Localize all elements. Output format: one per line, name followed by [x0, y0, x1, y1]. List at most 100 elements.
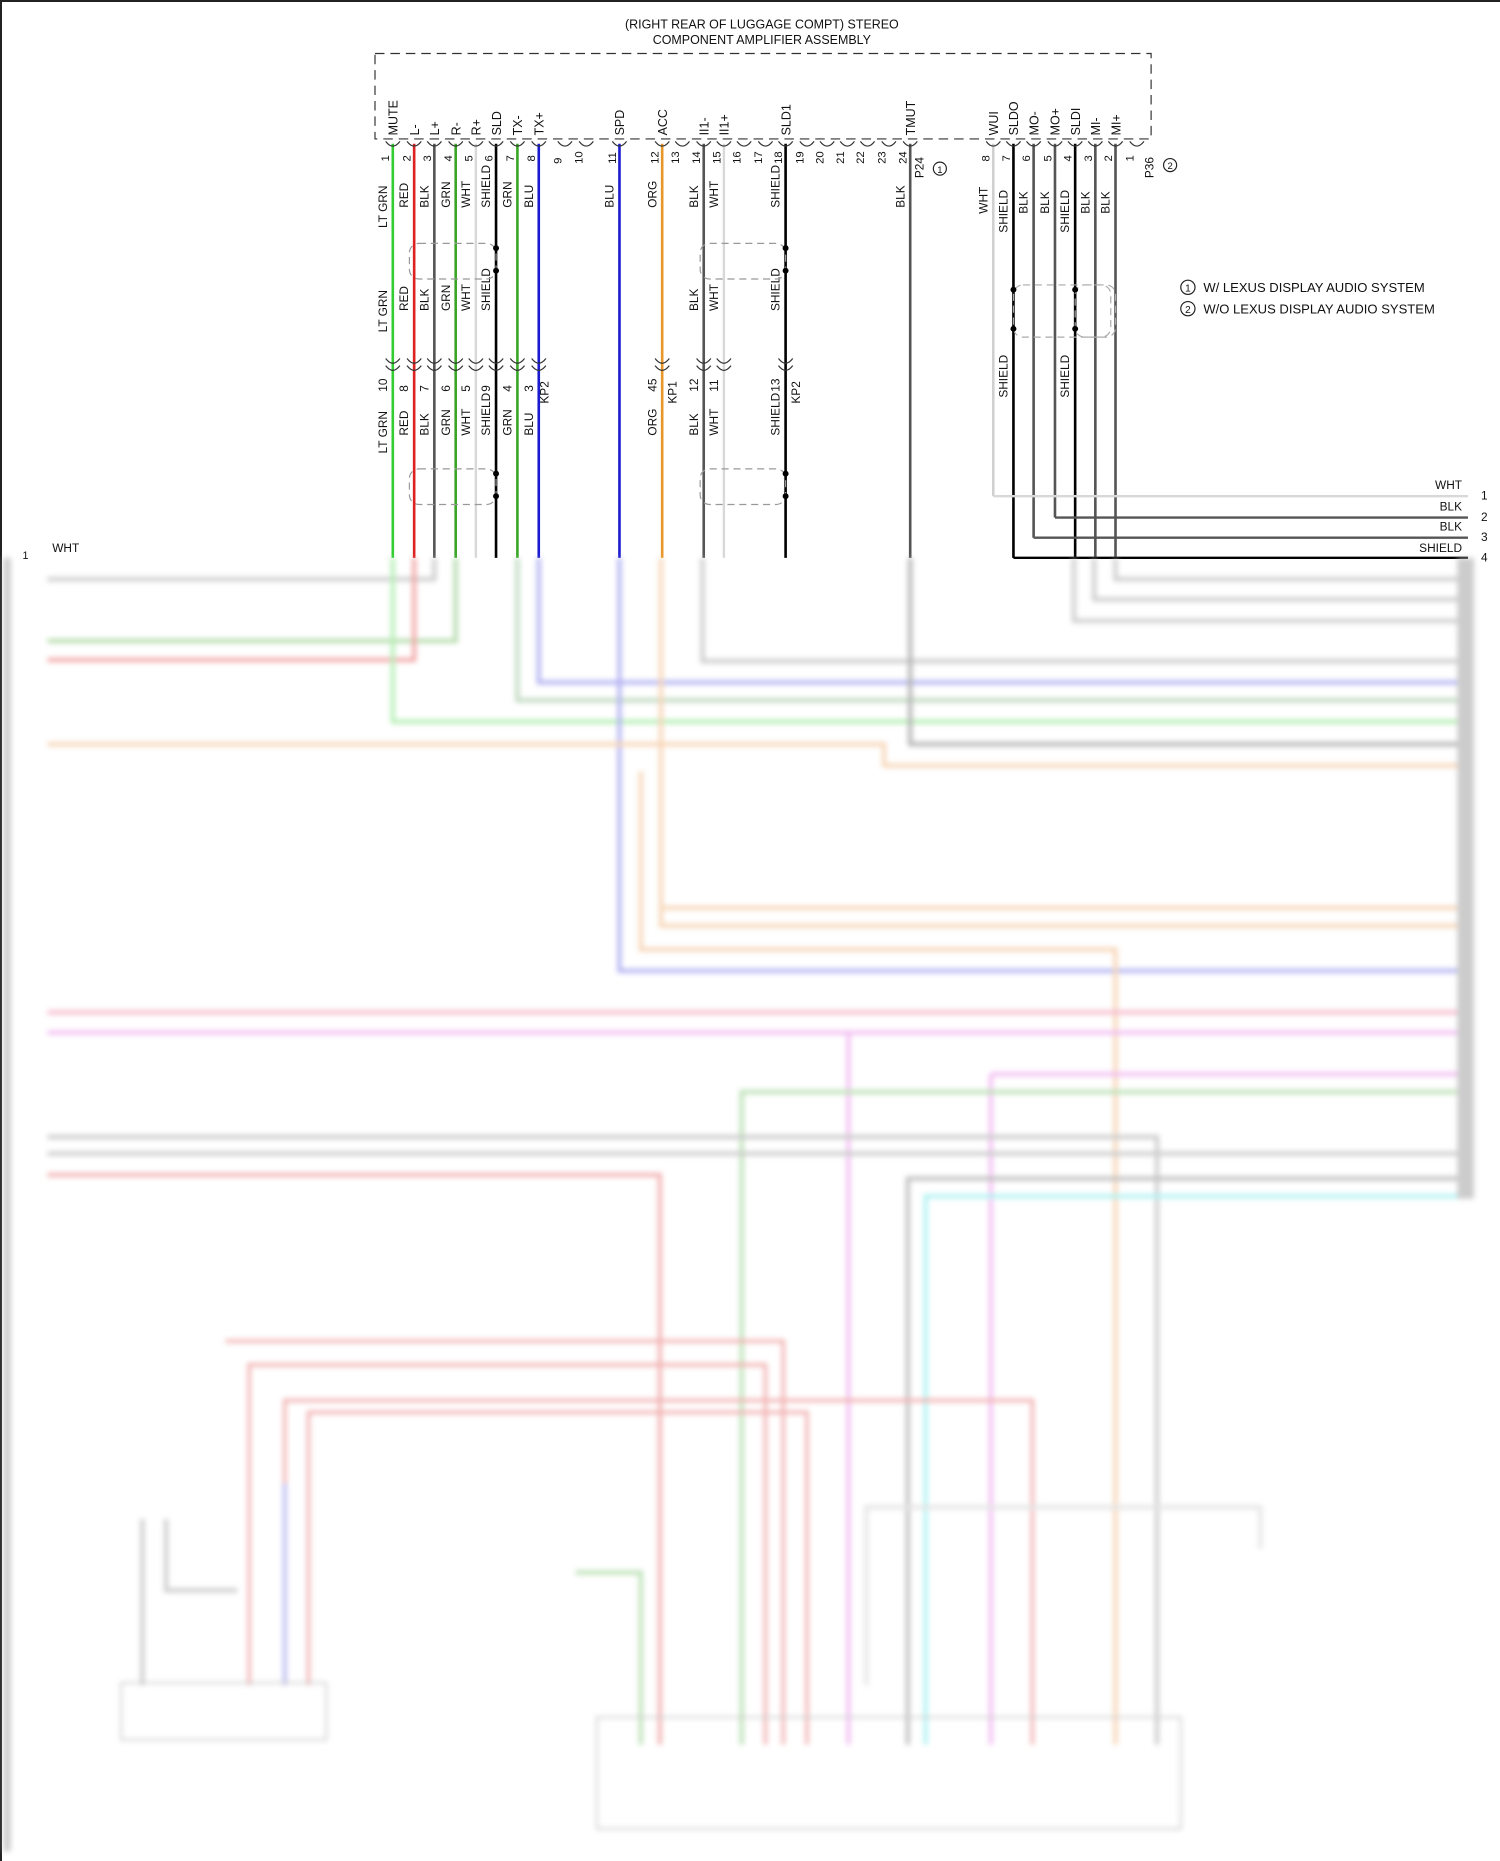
shield-junction-dot — [782, 245, 789, 252]
wire-color-label: LT GRN — [376, 186, 390, 228]
shield-junction-dot — [782, 267, 789, 274]
splice-terminal-icon — [385, 358, 401, 364]
wire-color-label: RED — [397, 183, 411, 208]
splice-terminal-icon — [385, 365, 401, 371]
splice-terminal-icon — [509, 365, 525, 371]
connector-terminal-icon — [799, 140, 815, 147]
pin-signal-label: SLDO — [1007, 101, 1021, 135]
pin-number: 19 — [794, 151, 806, 164]
wire-color-label: RED — [397, 411, 411, 436]
connector-terminal-icon — [1047, 140, 1063, 147]
shield-junction-dot — [782, 493, 789, 500]
wire-color-label: GRN — [439, 181, 453, 207]
connector-terminal-icon — [468, 140, 484, 147]
wire-color-label: SHIELD — [479, 393, 493, 436]
splice-connector-label: KP2 — [537, 381, 551, 403]
splice-terminal-icon — [778, 358, 794, 364]
shield-junction-dot — [493, 470, 500, 477]
wire-color-label: GRN — [439, 285, 453, 311]
shield-oval-icon — [1074, 284, 1117, 338]
wire-color-label: WHT — [459, 284, 473, 311]
splice-terminal-icon — [654, 358, 670, 364]
connector-terminal-icon — [1067, 140, 1083, 147]
wire-color-label: BLU — [522, 185, 536, 208]
connector-terminal-icon — [819, 140, 835, 147]
pin-number: 4 — [443, 155, 455, 161]
connector-terminal-icon — [716, 140, 732, 147]
wire-color-label: BLK — [893, 185, 907, 208]
pin-signal-label: MO+ — [1049, 108, 1063, 135]
pin-number: 9 — [552, 158, 564, 164]
splice-terminal-icon — [716, 365, 732, 371]
shield-junction-dot — [1072, 325, 1079, 332]
connector-terminal-icon — [1026, 140, 1042, 147]
pin-number: 7 — [1001, 155, 1013, 161]
pin-number: 6 — [483, 155, 495, 161]
pin-number: 5 — [1042, 155, 1054, 161]
connector-terminal-icon — [757, 140, 774, 147]
wire-color-label: WHT — [707, 181, 721, 208]
pin-signal-label: TX- — [511, 115, 525, 135]
pin-signal-label: R- — [449, 122, 463, 135]
shield-oval-icon — [408, 468, 497, 506]
legend: 1 W/ LEXUS DISPLAY AUDIO SYSTEM 2 W/O LE… — [1180, 279, 1435, 316]
wire-color-label: GRN — [500, 181, 514, 207]
connector-terminal-icon — [426, 140, 442, 147]
wire-color-label: SHIELD — [1058, 355, 1072, 398]
connector-terminal-icon — [385, 140, 401, 147]
splice-pin-number: 45 — [645, 378, 659, 392]
right-output-wire-1: WHT — [1435, 478, 1462, 492]
wire-color-label: LT GRN — [376, 290, 390, 332]
connector-terminal-icon — [531, 140, 547, 147]
connector-terminal-icon — [696, 140, 712, 147]
pin-signal-label: R+ — [470, 119, 484, 135]
wire-color-label: BLK — [1099, 191, 1113, 214]
wire-color-label: SHIELD — [769, 393, 783, 436]
splice-pin-number: 6 — [439, 385, 453, 392]
connector-terminal-icon — [881, 140, 897, 147]
connector-terminal-icon — [611, 140, 628, 147]
wire-color-label: RED — [397, 286, 411, 311]
variant-mark-1-icon: 1 — [932, 161, 947, 176]
splice-terminal-icon — [426, 358, 442, 364]
pin-number: 22 — [855, 151, 867, 164]
amplifier-assembly-box — [374, 52, 1152, 140]
connector-p24-label: P24 — [912, 157, 926, 179]
splice-terminal-icon — [448, 358, 464, 364]
pin-number: 16 — [732, 151, 744, 164]
pin-number: 13 — [670, 151, 682, 164]
right-output-pin-3: 3 — [1481, 530, 1488, 544]
splice-terminal-icon — [509, 358, 525, 364]
splice-terminal-icon — [716, 358, 732, 364]
splice-terminal-icon — [468, 365, 484, 371]
splice-terminal-icon — [426, 365, 442, 371]
svg-text:1: 1 — [1185, 283, 1191, 294]
right-output-wire-4: SHIELD — [1419, 541, 1462, 555]
connector-terminal-icon — [1107, 140, 1124, 147]
shield-junction-dot — [1010, 325, 1017, 332]
pin-number: 17 — [753, 151, 765, 164]
wire-color-label: WHT — [976, 187, 990, 214]
wire-color-label: BLU — [603, 185, 617, 208]
wire-color-label: BLK — [687, 185, 701, 208]
splice-terminal-icon — [531, 358, 547, 364]
connector-p36-label: P36 — [1142, 157, 1156, 179]
splice-terminal-icon — [448, 365, 464, 371]
wire-color-label: WHT — [707, 409, 721, 436]
shield-junction-dot — [493, 245, 500, 252]
shield-junction-dot — [1010, 286, 1017, 293]
splice-terminal-icon — [488, 365, 504, 371]
component-title-line1: (RIGHT REAR OF LUGGAGE COMPT) STEREO — [625, 18, 899, 32]
pin-number: 18 — [773, 151, 785, 164]
splice-connector-label: KP1 — [665, 381, 679, 404]
right-output-pin-2: 2 — [1481, 510, 1488, 524]
wire-color-label: SHIELD — [479, 268, 493, 311]
left-output-wire: WHT — [52, 541, 79, 555]
right-output-pin-4: 4 — [1481, 550, 1488, 564]
splice-pin-number: 7 — [417, 385, 431, 392]
shield-oval-icon — [699, 468, 787, 506]
splice-pin-number: 4 — [500, 385, 514, 392]
splice-pin-number: 13 — [769, 378, 783, 392]
splice-terminal-icon — [406, 358, 422, 364]
splice-terminal-icon — [531, 365, 547, 371]
